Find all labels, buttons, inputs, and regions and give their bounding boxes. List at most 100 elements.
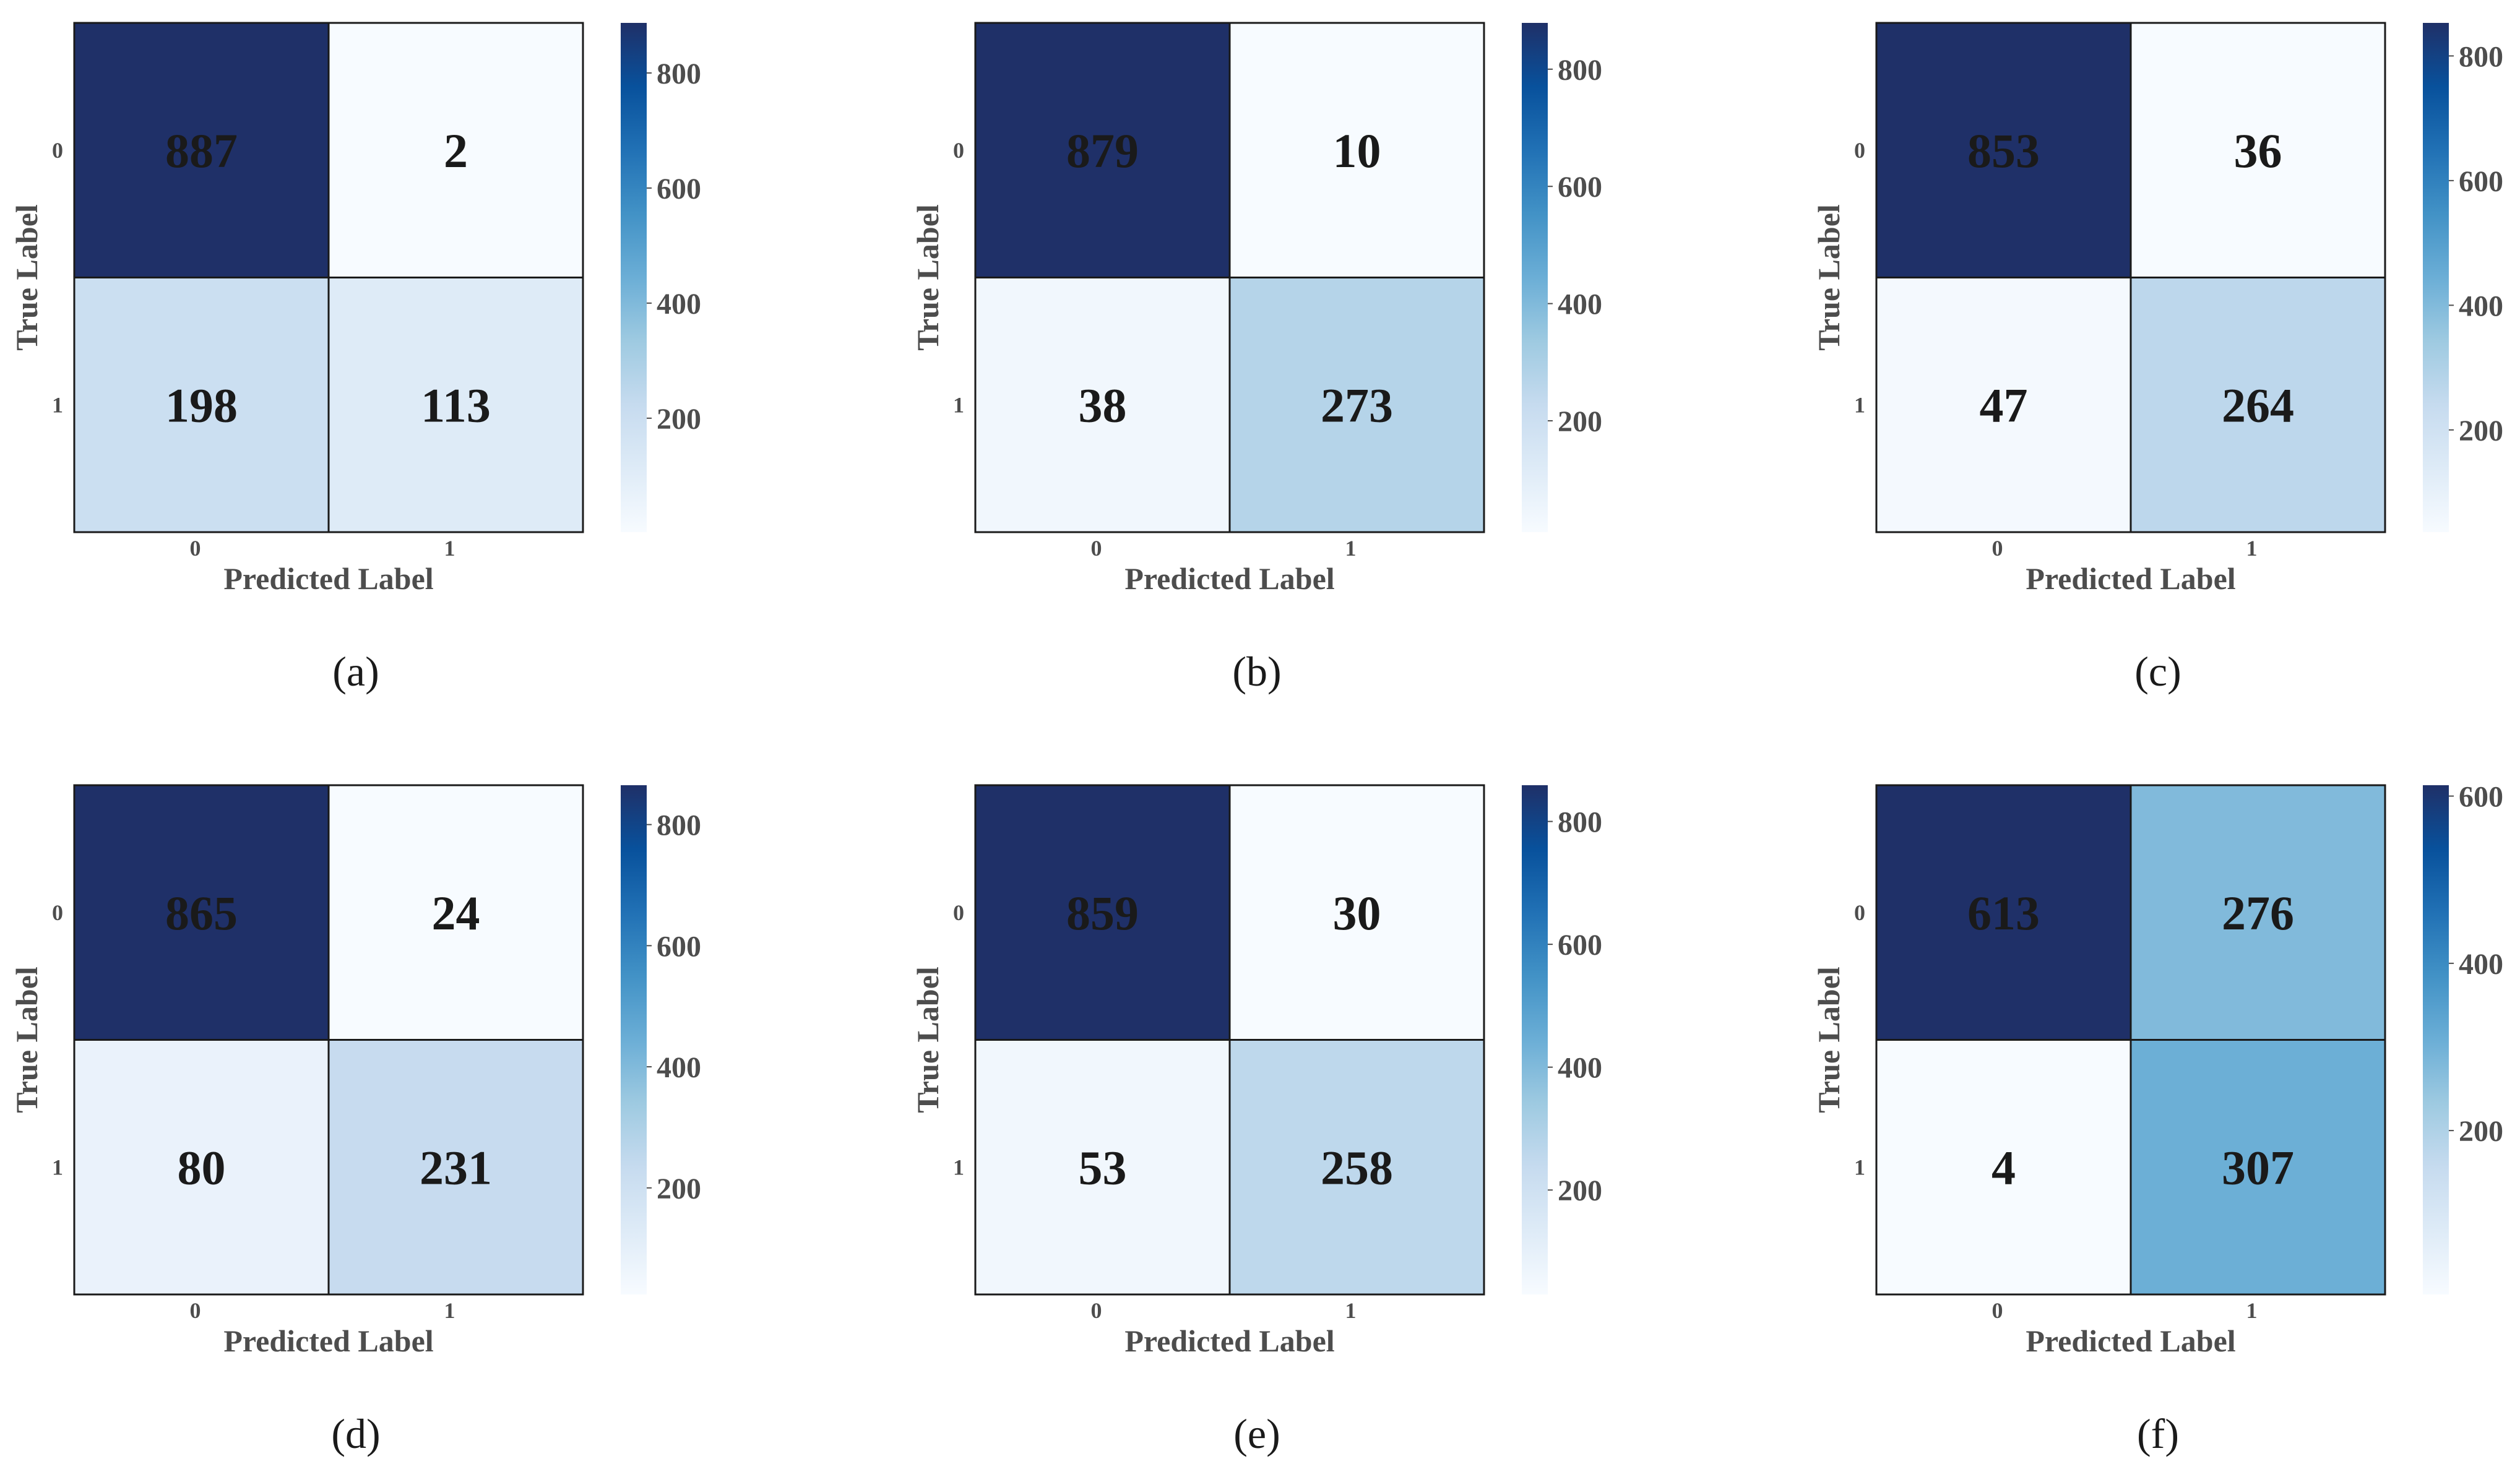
y-tick-label: 0 <box>52 900 63 925</box>
y-tick-label: 1 <box>953 1155 964 1179</box>
heatmap-cell <box>2129 784 2386 1041</box>
cell-value-label: 38 <box>1079 378 1127 432</box>
cell-value-label: 258 <box>1321 1140 1393 1194</box>
cell-value-label: 2 <box>444 124 468 178</box>
x-axis-label: Predicted Label <box>223 1324 433 1358</box>
cell-value-label: 10 <box>1333 124 1381 178</box>
cell-value-label: 613 <box>1967 886 2040 940</box>
y-tick-label: 0 <box>1854 900 1865 925</box>
x-tick-label: 1 <box>2246 1298 2258 1323</box>
y-tick-label: 1 <box>52 1155 63 1179</box>
x-axis-label: Predicted Label <box>2026 1324 2235 1358</box>
confusion-matrix-panel-f: 613 276 4 307 0 1 0 1 Predicted Label True Label 2… <box>1811 781 2503 1457</box>
y-tick-label: 1 <box>953 392 964 417</box>
cell-value-label: 865 <box>165 886 238 940</box>
colorbar <box>2423 23 2449 532</box>
y-tick-label: 0 <box>1854 138 1865 163</box>
confusion-matrix-panel-c: 853 36 47 264 0 1 0 1 Predicted Label True Label 2… <box>1811 22 2503 695</box>
y-tick-label: 1 <box>1854 392 1865 417</box>
heatmap-cell <box>73 277 330 533</box>
confusion-matrix-panel-e: 859 30 53 258 0 1 0 1 Predicted Label True Label 2… <box>910 784 1602 1457</box>
x-tick-label: 0 <box>1992 536 2003 561</box>
cell-value-label: 198 <box>165 378 238 432</box>
cell-value-label: 47 <box>1980 378 2028 432</box>
heatmap-cell <box>73 1039 330 1296</box>
colorbar-tick-label: 800 <box>1558 806 1602 839</box>
cell-value-label: 80 <box>178 1140 226 1194</box>
heatmap-cell <box>1875 277 2132 533</box>
x-tick-label: 1 <box>1345 536 1357 561</box>
colorbar-tick-label: 800 <box>657 809 701 842</box>
confusion-matrix-panel-a: 887 2 198 113 0 1 0 1 Predicted Label True Label 2… <box>9 22 701 695</box>
y-axis-label: True Label <box>9 967 44 1113</box>
x-axis-label: Predicted Label <box>2026 561 2235 596</box>
colorbar-tick-label: 600 <box>1558 929 1602 962</box>
cell-value-label: 264 <box>2222 378 2294 432</box>
subfigure-label: (a) <box>332 648 379 695</box>
x-tick-label: 0 <box>1091 1298 1102 1323</box>
x-axis-label: Predicted Label <box>223 561 433 596</box>
cell-value-label: 879 <box>1066 124 1139 178</box>
x-axis-label: Predicted Label <box>1124 561 1334 596</box>
y-axis-label: True Label <box>1811 204 1846 351</box>
colorbar-tick-label: 600 <box>2459 165 2503 198</box>
colorbar-tick-label: 600 <box>657 173 701 205</box>
y-tick-label: 0 <box>52 138 63 163</box>
cell-value-label: 113 <box>421 378 491 432</box>
cell-value-label: 30 <box>1333 886 1381 940</box>
heatmap-cell <box>974 1039 1231 1296</box>
y-axis-label: True Label <box>910 967 945 1113</box>
heatmap-cell <box>2129 1039 2386 1296</box>
cell-value-label: 887 <box>165 124 238 178</box>
colorbar <box>1522 23 1548 532</box>
colorbar <box>1522 785 1548 1294</box>
colorbar-tick-label: 400 <box>657 288 701 321</box>
heatmap-cell <box>73 22 330 278</box>
heatmap-cell <box>2129 22 2386 278</box>
colorbar-tick-label: 200 <box>2459 1115 2503 1148</box>
y-axis-label: True Label <box>910 204 945 351</box>
colorbar <box>621 23 647 532</box>
x-tick-label: 1 <box>2246 536 2258 561</box>
x-tick-label: 0 <box>190 1298 201 1323</box>
heatmap-cell <box>73 784 330 1041</box>
colorbar-tick-label: 800 <box>1558 54 1602 87</box>
cell-value-label: 4 <box>1991 1140 2016 1194</box>
y-tick-label: 0 <box>953 900 964 925</box>
colorbar-tick-label: 600 <box>2459 781 2503 814</box>
x-tick-label: 0 <box>1992 1298 2003 1323</box>
colorbar-tick-label: 200 <box>1558 1174 1602 1207</box>
colorbar <box>2423 785 2449 1294</box>
heatmap-cell <box>327 784 584 1041</box>
heatmap-cell <box>2129 277 2386 533</box>
colorbar-tick-label: 400 <box>1558 288 1602 321</box>
y-axis-label: True Label <box>1811 967 1846 1113</box>
cell-value-label: 276 <box>2222 886 2294 940</box>
colorbar-tick-label: 400 <box>2459 948 2503 981</box>
cell-value-label: 24 <box>432 886 480 940</box>
heatmap-cell <box>974 784 1231 1041</box>
x-axis-label: Predicted Label <box>1124 1324 1334 1358</box>
cell-value-label: 231 <box>420 1140 492 1194</box>
heatmap-cell <box>1228 784 1485 1041</box>
heatmap-cell <box>1875 1039 2132 1296</box>
colorbar-tick-label: 400 <box>1558 1052 1602 1085</box>
subfigure-label: (c) <box>2134 648 2181 695</box>
colorbar <box>621 785 647 1294</box>
colorbar-tick-label: 400 <box>2459 290 2503 322</box>
x-tick-label: 1 <box>444 536 455 561</box>
cell-value-label: 859 <box>1066 886 1139 940</box>
cell-value-label: 53 <box>1079 1140 1127 1194</box>
colorbar-tick-label: 200 <box>657 1173 701 1205</box>
cell-value-label: 853 <box>1967 124 2040 178</box>
heatmap-cell <box>1875 784 2132 1041</box>
colorbar-tick-label: 800 <box>657 58 701 90</box>
colorbar-tick-label: 400 <box>657 1051 701 1084</box>
heatmap-cell <box>1228 22 1485 278</box>
y-tick-label: 1 <box>1854 1155 1865 1179</box>
cell-value-label: 36 <box>2234 124 2282 178</box>
x-tick-label: 0 <box>1091 536 1102 561</box>
cell-value-label: 273 <box>1321 378 1393 432</box>
